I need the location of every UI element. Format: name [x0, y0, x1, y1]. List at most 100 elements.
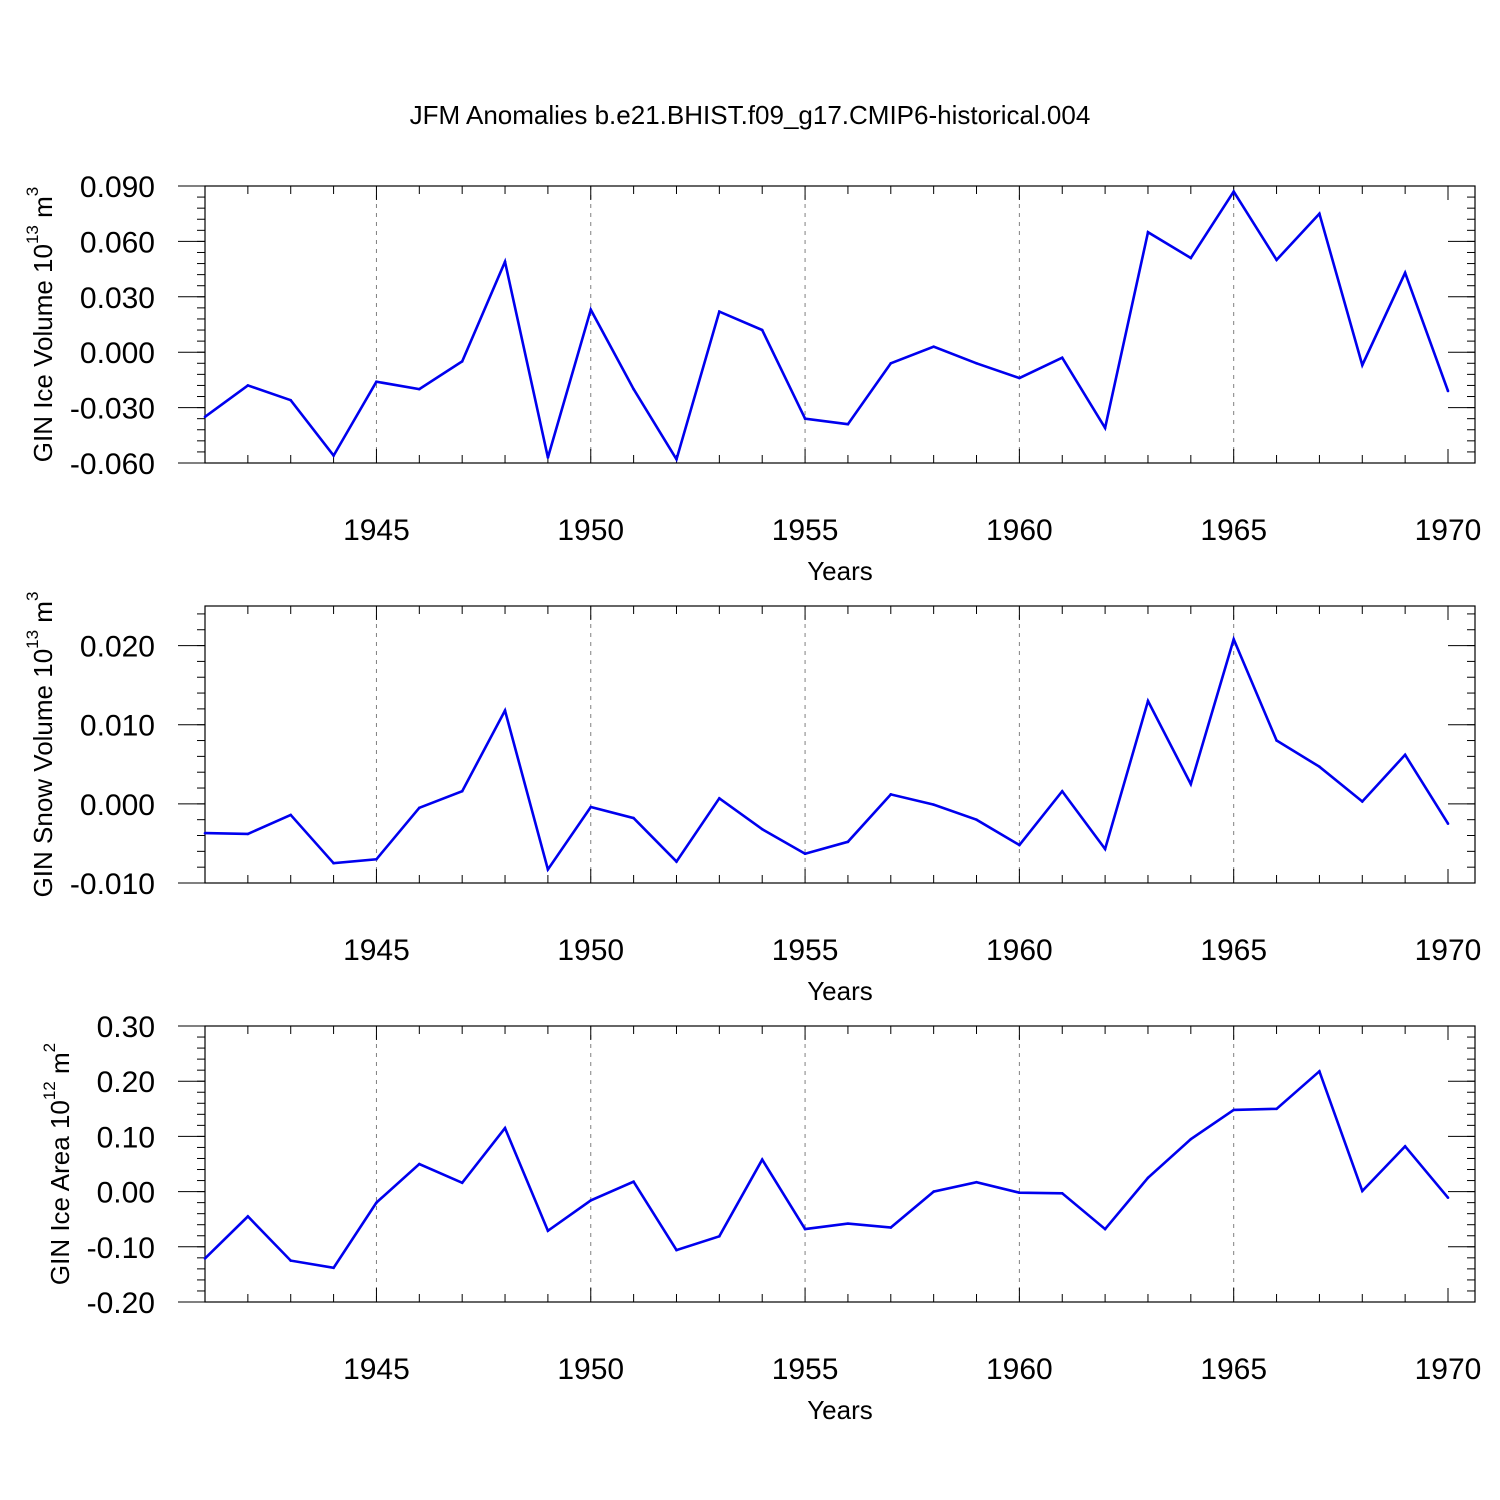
- x-tick-label-1960: 1960: [986, 1353, 1053, 1386]
- y-tick-label: 0.060: [80, 226, 155, 259]
- data-point-1951: [632, 1180, 635, 1183]
- data-point-1947: [460, 789, 464, 793]
- data-point-1943: [289, 813, 293, 817]
- data-point-1949: [546, 1229, 550, 1233]
- data-point-1948: [503, 709, 507, 712]
- x-tick-label-1945: 1945: [343, 1353, 410, 1386]
- plot-frame: [204, 185, 1476, 464]
- x-tick-label-1965: 1965: [1200, 934, 1267, 967]
- panel-2: 1945 1950 1955 1960 1965 1970 Years -0.010 0.000…: [23, 592, 1482, 1006]
- y-axis-label-main: GIN Ice Area 10: [45, 1100, 75, 1285]
- series-line: [204, 189, 1450, 463]
- data-point-1968: [1360, 1189, 1364, 1193]
- data-point-1947: [460, 1181, 464, 1185]
- y-axis-label-main: GIN Snow Volume 10: [28, 649, 58, 898]
- data-point-1955: [803, 852, 807, 856]
- data-point-1966: [1275, 1107, 1278, 1111]
- panel-1: 1945 1950 1955 1960 1965 1970 Years -0.060 -0.03…: [23, 171, 1482, 586]
- data-point-1957: [889, 361, 893, 365]
- x-tick-label-1970: 1970: [1415, 1353, 1482, 1386]
- data-point-1958: [932, 803, 935, 806]
- y-tick-label: 0.00: [97, 1177, 155, 1210]
- data-point-1952: [675, 1248, 678, 1252]
- x-axis-label: Years: [807, 976, 873, 1006]
- y-axis-label-unit-exponent: 3: [23, 592, 42, 601]
- x-tick-label-1955: 1955: [772, 1353, 839, 1386]
- data-point-1950: [589, 1199, 593, 1202]
- y-axis-label: GIN Ice Volume 1013 m3: [23, 187, 59, 463]
- x-tick-label-1965: 1965: [1200, 1353, 1267, 1386]
- y-tick-label: 0.10: [97, 1121, 155, 1154]
- data-point-1964: [1189, 256, 1193, 260]
- data-point-1948: [503, 1126, 507, 1130]
- data-point-1943: [289, 398, 293, 402]
- y-axis-label-main: GIN Ice Volume 10: [28, 244, 58, 462]
- data-point-1944: [332, 454, 335, 457]
- y-axis-label-unit: m: [28, 196, 58, 225]
- data-point-1956: [846, 422, 850, 426]
- x-tick-label-1960: 1960: [986, 934, 1053, 967]
- data-point-1942: [246, 1215, 250, 1218]
- data-point-1963: [1146, 1176, 1150, 1180]
- chart-title: JFM Anomalies b.e21.BHIST.f09_g17.CMIP6-…: [410, 100, 1091, 130]
- data-point-1952: [675, 860, 678, 863]
- y-axis-label-exponent: 13: [23, 630, 42, 649]
- data-point-1961: [1060, 1191, 1064, 1195]
- y-axis-label-unit: m: [28, 601, 58, 630]
- data-point-1967: [1318, 1069, 1321, 1073]
- data-point-1948: [503, 260, 507, 264]
- data-point-1963: [1146, 230, 1150, 234]
- y-tick-label: 0.020: [80, 631, 155, 664]
- data-point-1955: [803, 417, 807, 420]
- y-tick-label: 0.000: [80, 789, 155, 822]
- data-point-1959: [975, 1180, 978, 1184]
- data-point-1941: [203, 415, 207, 419]
- data-point-1946: [418, 1162, 421, 1166]
- data-point-1950: [589, 308, 593, 312]
- data-point-1953: [718, 1235, 721, 1238]
- data-point-1960: [1018, 376, 1021, 380]
- y-tick-label: 0.000: [80, 337, 155, 370]
- data-point-1958: [932, 1190, 935, 1193]
- y-tick-label: -0.10: [87, 1232, 155, 1265]
- y-axis-label: GIN Snow Volume 1013 m3: [23, 592, 59, 898]
- data-point-1960: [1018, 843, 1021, 847]
- x-tick-label-1970: 1970: [1415, 514, 1482, 547]
- data-point-1958: [932, 345, 935, 348]
- y-tick-label: 0.030: [80, 282, 155, 315]
- data-point-1945: [375, 380, 378, 384]
- data-point-1943: [289, 1259, 293, 1262]
- x-tick-label-1955: 1955: [772, 514, 839, 547]
- x-tick-label-1950: 1950: [557, 514, 624, 547]
- data-point-1947: [460, 360, 464, 363]
- x-tick-label-1950: 1950: [557, 934, 624, 967]
- y-tick-label: 0.30: [97, 1011, 155, 1044]
- data-point-1941: [203, 1257, 207, 1260]
- data-point-1966: [1275, 258, 1278, 262]
- panels: 1945 1950 1955 1960 1965 1970 Years -0.060 -0.03…: [23, 171, 1482, 1425]
- data-point-1956: [846, 840, 850, 844]
- data-point-1970: [1446, 1196, 1450, 1199]
- data-point-1964: [1189, 1137, 1193, 1141]
- series-line: [204, 1069, 1449, 1270]
- data-point-1959: [975, 361, 978, 365]
- data-point-1949: [546, 456, 550, 459]
- data-point-1968: [1360, 800, 1364, 803]
- y-axis-label-unit: m: [45, 1052, 75, 1081]
- data-point-1962: [1103, 426, 1107, 430]
- data-point-1965: [1232, 637, 1235, 641]
- data-point-1967: [1318, 765, 1321, 768]
- data-point-1969: [1403, 753, 1407, 757]
- x-tick-label-1970: 1970: [1415, 934, 1482, 967]
- y-tick-label: -0.20: [87, 1287, 155, 1320]
- data-point-1942: [246, 384, 250, 387]
- data-point-1944: [332, 1266, 335, 1270]
- data-point-1966: [1275, 739, 1278, 742]
- data-point-1953: [718, 797, 721, 800]
- data-point-1951: [632, 816, 635, 820]
- x-tick-label-1965: 1965: [1200, 514, 1267, 547]
- data-point-1945: [375, 857, 378, 861]
- data-point-1959: [975, 818, 978, 821]
- x-tick-label-1955: 1955: [772, 934, 839, 967]
- plot-frame: [204, 1025, 1476, 1303]
